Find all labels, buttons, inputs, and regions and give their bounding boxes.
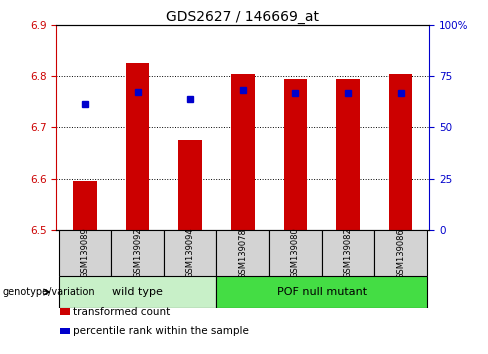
Bar — [60, 328, 69, 334]
Text: GSM139092: GSM139092 — [133, 228, 142, 279]
Text: GSM139080: GSM139080 — [291, 228, 300, 279]
Bar — [59, 276, 217, 308]
Bar — [336, 79, 360, 230]
Bar — [269, 230, 322, 276]
Text: GSM139094: GSM139094 — [186, 228, 195, 279]
Bar — [179, 140, 202, 230]
Bar — [126, 63, 149, 230]
Bar — [374, 230, 427, 276]
Text: POF null mutant: POF null mutant — [277, 287, 366, 297]
Text: GSM139086: GSM139086 — [396, 228, 405, 279]
Title: GDS2627 / 146669_at: GDS2627 / 146669_at — [166, 10, 319, 24]
Text: GSM139078: GSM139078 — [238, 228, 247, 279]
Bar — [231, 74, 255, 230]
Bar — [284, 79, 307, 230]
Text: percentile rank within the sample: percentile rank within the sample — [73, 326, 249, 336]
Text: GSM139082: GSM139082 — [344, 228, 352, 279]
Bar — [322, 230, 374, 276]
Bar — [217, 276, 427, 308]
Text: GSM139089: GSM139089 — [81, 228, 89, 279]
Bar — [217, 230, 269, 276]
Text: genotype/variation: genotype/variation — [2, 287, 95, 297]
Text: wild type: wild type — [112, 287, 163, 297]
Bar — [73, 181, 97, 230]
Text: transformed count: transformed count — [73, 307, 170, 316]
Bar — [60, 308, 69, 315]
Bar — [111, 230, 164, 276]
Bar — [388, 74, 412, 230]
Bar — [164, 230, 217, 276]
Bar — [59, 230, 111, 276]
